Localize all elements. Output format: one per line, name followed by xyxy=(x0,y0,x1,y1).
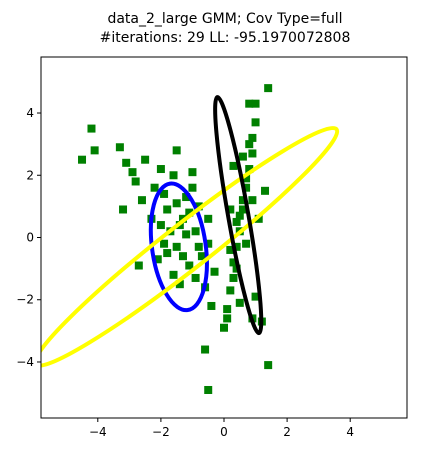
data-point-26 xyxy=(178,252,187,261)
data-point-76 xyxy=(261,186,270,195)
x-tick-label: −4 xyxy=(89,425,107,439)
data-point-44 xyxy=(163,249,172,258)
data-point-37 xyxy=(172,146,181,155)
data-point-61 xyxy=(251,118,260,127)
y-tick-label: 2 xyxy=(26,168,34,182)
y-tick-label: 0 xyxy=(26,231,34,245)
data-point-36 xyxy=(134,261,143,270)
data-point-8 xyxy=(137,196,146,205)
data-point-39 xyxy=(204,214,213,223)
data-point-60 xyxy=(248,133,257,142)
data-point-56 xyxy=(238,196,247,205)
data-point-4 xyxy=(122,158,131,167)
data-point-1 xyxy=(87,124,96,133)
chart-title: data_2_large GMM; Cov Type=full xyxy=(107,11,342,27)
gmm-ellipses xyxy=(41,95,340,368)
data-point-41 xyxy=(207,301,216,310)
data-point-34 xyxy=(182,230,191,239)
y-tick-label: −2 xyxy=(16,293,34,307)
data-point-35 xyxy=(204,239,213,248)
data-point-67 xyxy=(238,205,247,214)
data-point-18 xyxy=(182,193,191,202)
data-point-32 xyxy=(169,270,178,279)
data-point-75 xyxy=(226,205,235,214)
data-point-7 xyxy=(128,168,137,177)
data-point-46 xyxy=(156,221,165,230)
data-point-49 xyxy=(223,305,232,314)
data-point-31 xyxy=(153,255,162,264)
data-point-66 xyxy=(232,217,241,226)
data-point-25 xyxy=(172,242,181,251)
data-point-23 xyxy=(197,252,206,261)
data-point-40 xyxy=(210,267,219,276)
data-point-13 xyxy=(160,189,169,198)
data-point-55 xyxy=(235,211,244,220)
data-point-69 xyxy=(245,140,254,149)
data-point-79 xyxy=(229,161,238,170)
data-point-27 xyxy=(185,261,194,270)
data-point-83 xyxy=(242,239,251,248)
data-point-38 xyxy=(188,183,197,192)
data-point-68 xyxy=(242,174,251,183)
y-tick-label: 4 xyxy=(26,106,34,120)
data-point-15 xyxy=(169,171,178,180)
gmm-ellipse-3 xyxy=(213,95,264,336)
data-point-16 xyxy=(172,199,181,208)
data-point-58 xyxy=(245,165,254,174)
data-point-77 xyxy=(264,361,273,370)
data-point-5 xyxy=(119,205,128,214)
data-point-50 xyxy=(226,286,235,295)
data-point-19 xyxy=(185,208,194,217)
data-point-12 xyxy=(156,165,165,174)
data-point-62 xyxy=(251,99,260,108)
data-point-59 xyxy=(248,149,257,158)
data-point-10 xyxy=(150,183,159,192)
data-point-21 xyxy=(191,227,200,236)
data-point-63 xyxy=(264,84,273,93)
data-point-3 xyxy=(115,143,124,152)
data-point-28 xyxy=(191,273,200,282)
data-point-22 xyxy=(194,202,203,211)
data-point-80 xyxy=(238,152,247,161)
data-point-65 xyxy=(226,245,235,254)
data-point-20 xyxy=(188,168,197,177)
gmm-ellipse-1 xyxy=(148,181,209,313)
data-point-43 xyxy=(204,385,213,394)
data-point-6 xyxy=(131,177,140,186)
x-tick-label: 4 xyxy=(346,425,354,439)
data-point-78 xyxy=(248,196,257,205)
y-tick-label: −4 xyxy=(16,355,34,369)
data-point-30 xyxy=(160,239,169,248)
y-axis-ticks: −4 −2 0 2 4 xyxy=(16,106,41,369)
data-point-42 xyxy=(201,345,210,354)
x-tick-label: 2 xyxy=(283,425,291,439)
data-point-0 xyxy=(78,155,87,164)
scatter-points xyxy=(78,84,273,394)
x-tick-label: 0 xyxy=(220,425,228,439)
data-point-9 xyxy=(141,155,150,164)
chart-subtitle: #iterations: 29 LL: -95.1970072808 xyxy=(100,30,351,46)
data-point-71 xyxy=(235,298,244,307)
x-axis-ticks: −4 −2 0 2 4 xyxy=(89,418,354,439)
data-point-73 xyxy=(251,292,260,301)
data-point-33 xyxy=(175,280,184,289)
gmm-ellipse-2 xyxy=(41,125,340,368)
data-point-2 xyxy=(90,146,99,155)
data-point-48 xyxy=(220,323,228,332)
data-point-64 xyxy=(245,99,254,108)
x-tick-label: −2 xyxy=(152,425,170,439)
data-point-14 xyxy=(163,205,172,214)
data-point-51 xyxy=(229,273,238,282)
data-point-53 xyxy=(232,242,241,251)
data-point-52 xyxy=(229,258,238,267)
data-point-47 xyxy=(194,242,203,251)
data-point-57 xyxy=(242,183,251,192)
data-point-70 xyxy=(223,314,232,323)
